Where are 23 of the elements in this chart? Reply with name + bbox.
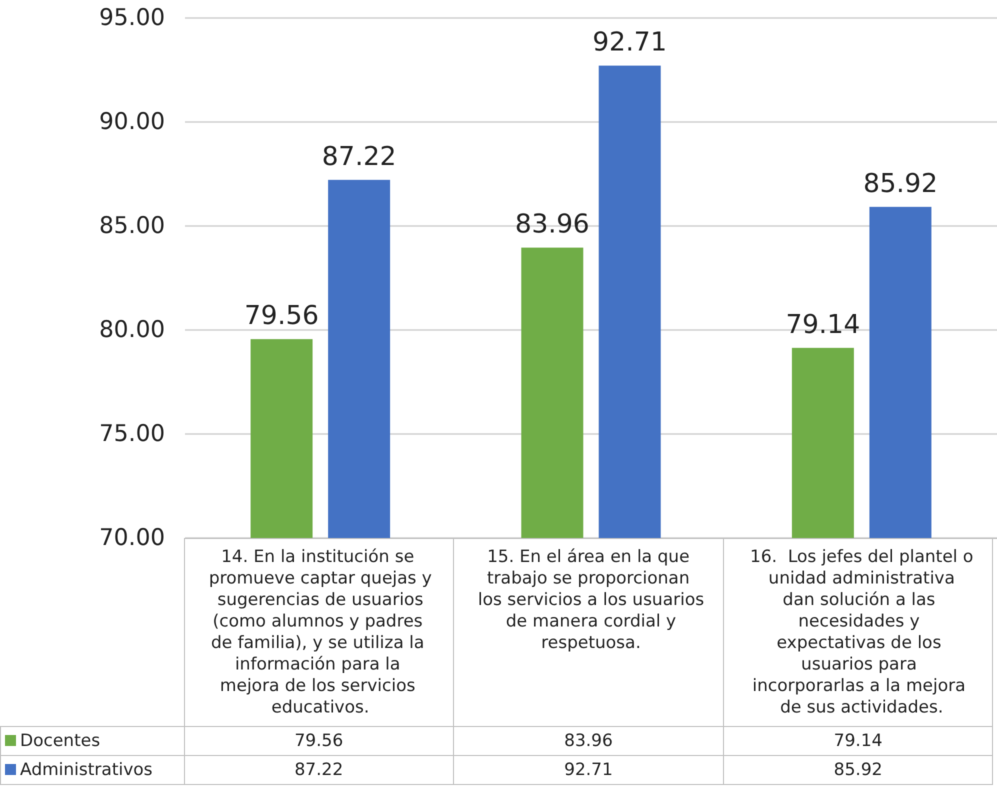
y-tick-label: 95.00 bbox=[99, 5, 165, 31]
data-label: 79.14 bbox=[723, 726, 993, 756]
text: 79.56 bbox=[244, 301, 319, 332]
legend-label: Administrativos bbox=[0, 756, 184, 784]
text: 92.71 bbox=[592, 28, 667, 58]
data-label: 87.22 bbox=[184, 756, 454, 784]
text: 87.22 bbox=[322, 142, 396, 172]
data-label: 85.92 bbox=[723, 756, 993, 784]
data-label: 83.96 bbox=[454, 726, 724, 756]
text: 85.92 bbox=[863, 168, 938, 199]
x-tick-label: 14. En la institución se promueve captar quejas y sugerencias de usuarios (como alumnos y padres de familia), y se utiliza la información para la mejora de los servicios educativos. bbox=[208, 546, 432, 718]
data-label: 92.71 bbox=[454, 756, 724, 784]
y-tick-label: 70.00 bbox=[99, 525, 165, 551]
text: 83.96 bbox=[515, 210, 590, 240]
legend-label: Docentes bbox=[0, 726, 184, 756]
y-tick-label: 75.00 bbox=[99, 421, 165, 447]
text: 79.14 bbox=[786, 310, 860, 340]
y-tick-label: 85.00 bbox=[99, 213, 165, 239]
x-tick-label: 15. En el área en la que trabajo se proporcionan los servicios a los usuarios de manera cordial y respetuosa. bbox=[478, 546, 704, 653]
data-label: 79.56 bbox=[184, 726, 454, 756]
y-tick-label: 90.00 bbox=[99, 109, 165, 135]
x-tick-label: 16. Los jefes del plantel o unidad administrativa dan solución a las necesidades y expectativas de los usuarios para incorporarlas a la mejora de sus actividades. bbox=[750, 546, 974, 718]
y-tick-label: 80.00 bbox=[99, 317, 165, 343]
